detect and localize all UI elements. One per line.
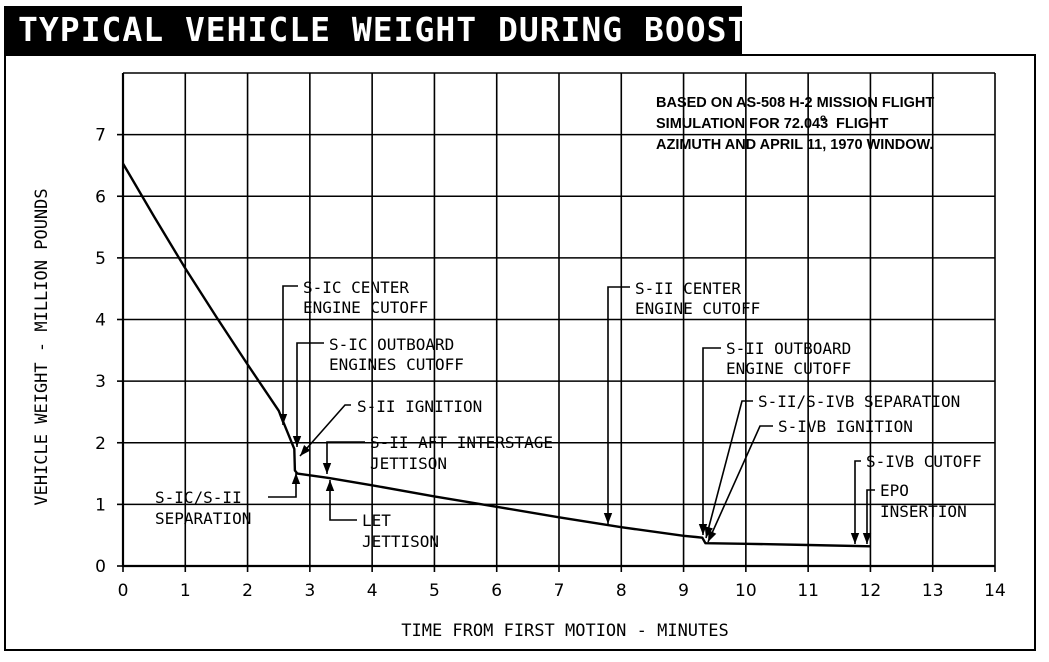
annotation-10: S-IVB CUTOFF [850, 452, 982, 544]
x-tick-label-3: 3 [304, 581, 315, 601]
x-tick-label-0: 0 [118, 581, 129, 601]
chart-title: TYPICAL VEHICLE WEIGHT DURING BOOST TO E… [18, 10, 895, 49]
annotation-2-leader [299, 404, 351, 457]
y-tick-label-3: 3 [95, 372, 106, 392]
annotation-1-text-0: S-IC OUTBOARD [329, 335, 454, 354]
annotation-11-arrowhead [862, 533, 872, 544]
annotation-5-arrowhead [325, 480, 335, 491]
annotation-4: S-IC/S-II SEPARATION [155, 473, 301, 528]
chart-frame [4, 54, 1036, 651]
annotation-8: S-II/S-IVB SEPARATION [704, 392, 960, 539]
annotation-0-arrowhead [278, 414, 288, 425]
x-tick-label-10: 10 [735, 581, 757, 601]
annotation-7-text-0: S-II OUTBOARD [726, 339, 851, 358]
x-axis-title: TIME FROM FIRST MOTION - MINUTES [401, 621, 729, 641]
annotation-11-text-0: EPO [880, 481, 909, 500]
x-tick-label-7: 7 [554, 581, 565, 601]
note-line-3: AZIMUTH AND APRIL 11, 1970 WINDOW. [656, 137, 933, 153]
x-tick-label-5: 5 [429, 581, 440, 601]
annotation-10-arrowhead [850, 533, 860, 544]
annotation-2-arrowhead [300, 445, 311, 456]
annotation-6-leader [607, 286, 630, 524]
annotation-4-arrowhead [291, 473, 301, 484]
annotation-8-leader [705, 400, 753, 539]
annotation-10-leader [854, 460, 861, 544]
annotation-8-text-0: S-II/S-IVB SEPARATION [758, 392, 960, 411]
note-line-1: BASED ON AS-508 H-2 MISSION FLIGHT [656, 95, 934, 111]
x-tick-label-6: 6 [491, 581, 502, 601]
annotation-10-text-0: S-IVB CUTOFF [866, 452, 982, 471]
annotation-11-leader [866, 489, 875, 544]
annotation-6-text-1: ENGINE CUTOFF [635, 299, 760, 318]
y-tick-label-4: 4 [95, 311, 106, 331]
y-tick-label-7: 7 [95, 126, 106, 146]
annotation-6-text-0: S-II CENTER [635, 279, 741, 298]
note-line-2b: FLIGHT [836, 116, 888, 132]
x-tick-label-12: 12 [860, 581, 882, 601]
y-tick-label-0: 0 [95, 557, 106, 577]
annotation-9: S-IVB IGNITION [707, 417, 913, 543]
x-tick-label-11: 11 [797, 581, 819, 601]
grid [123, 72, 996, 566]
annotation-7-leader [702, 347, 721, 535]
annotation-9-text-0: S-IVB IGNITION [778, 417, 913, 436]
annotation-3-leader [326, 441, 365, 474]
annotation-6-arrowhead [603, 513, 613, 524]
note-line-2: SIMULATION FOR 72.043 [656, 116, 828, 132]
annotation-1-arrowhead [292, 436, 302, 447]
annotation-3: S-II AFT INTERSTAGE JETTISON [322, 433, 553, 474]
series-line-0 [121, 162, 871, 548]
note-degree-sup: o [820, 113, 826, 124]
annotation-3-text-0: S-II AFT INTERSTAGE [370, 433, 553, 452]
annotation-2-text-0: S-II IGNITION [357, 397, 482, 416]
annotation-3-arrowhead [322, 463, 332, 474]
series [121, 162, 871, 548]
title-banner: TYPICAL VEHICLE WEIGHT DURING BOOST TO E… [4, 6, 893, 54]
x-tick-label-9: 9 [678, 581, 689, 601]
annotation-5: LET JETTISON [325, 480, 439, 551]
annotation-4-leader [268, 473, 297, 498]
annotation-1-leader [296, 342, 324, 447]
annotation-3-text-1: JETTISON [370, 454, 447, 473]
annotation-9-arrowhead [708, 530, 717, 542]
annotation-5-text-0: LET [362, 511, 391, 530]
y-tick-label-2: 2 [95, 434, 106, 454]
y-tick-label-1: 1 [95, 495, 106, 515]
x-tick-label-14: 14 [984, 581, 1006, 601]
x-tick-label-2: 2 [242, 581, 253, 601]
x-tick-label-1: 1 [180, 581, 191, 601]
annotation-5-text-1: JETTISON [362, 532, 439, 551]
annotation-11: EPO INSERTION [862, 481, 967, 544]
annotation-0-text-1: ENGINE CUTOFF [303, 298, 428, 317]
x-tick-label-13: 13 [922, 581, 944, 601]
annotation-9-leader [707, 425, 773, 543]
x-tick-label-8: 8 [616, 581, 627, 601]
y-axis-title: VEHICLE WEIGHT - MILLION POUNDS [32, 188, 52, 505]
annotation-2: S-II IGNITION [299, 397, 482, 457]
annotation-7-text-1: ENGINE CUTOFF [726, 359, 851, 378]
y-tick-label-6: 6 [95, 187, 106, 207]
annotation-0-text-0: S-IC CENTER [303, 278, 409, 297]
x-tick-label-4: 4 [367, 581, 378, 601]
annotation-5-leader [329, 480, 357, 521]
annotation-0-leader [282, 285, 298, 425]
annotation-1-text-1: ENGINES CUTOFF [329, 355, 464, 374]
annotation-4-text-0: S-IC/S-II [155, 488, 242, 507]
annotation-4-text-1: SEPARATION [155, 509, 251, 528]
annotation-11-text-1: INSERTION [880, 502, 967, 521]
y-tick-label-5: 5 [95, 249, 106, 269]
